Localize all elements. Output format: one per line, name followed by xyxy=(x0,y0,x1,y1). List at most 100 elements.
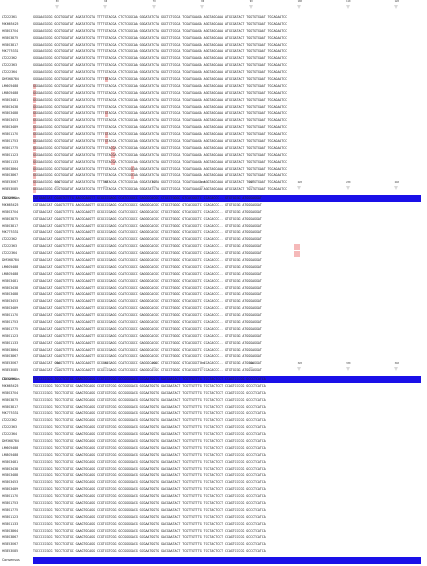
sequence-row: HE803438 GGGAACGCGG GCGTGGATAT AGATATCGTA… xyxy=(0,104,427,111)
sequence-text: CGTGAACCAT CGAGTCTTTG AACGCAAGTT GCGCCCG… xyxy=(33,216,262,221)
sequence-text: GGGAACGCGG GCGTGGATAT AGATATCGTA TTTTGTA… xyxy=(33,139,288,144)
sequence-text: CGTGAACCAT CGAGTCTTTG AACGCAAGTT GCGCCCG… xyxy=(33,333,262,338)
sequence-accession-label: LM805488 xyxy=(2,452,19,457)
sequence-text: CGTGAACCAT CGAGTCTTTG AACGCAAGTT GCGCCCG… xyxy=(33,285,262,290)
sequence-accession-label: HE801123 xyxy=(2,333,19,338)
sequence-text: GGGAACGCGG GCGTGGATAT AGATATCGTA TTTTGTA… xyxy=(33,180,288,185)
sequence-accession-label: HE803875 xyxy=(2,35,19,40)
sequence-accession-label: LM605488 xyxy=(2,83,19,88)
position-ruler: 270 280 290 300 310 320 330 340 xyxy=(0,362,427,376)
sequence-row: HE803453 TGCCCCCGCG TGCCTCGTGC GAAGTGCAGG… xyxy=(0,479,427,486)
sequence-accession-label: HE801170 xyxy=(2,313,19,318)
sequence-accession-label: HE801170 xyxy=(2,132,19,137)
sequence-text: CGTGAACCAT CGAGTCTTTG AACGCAAGTT GCGCCCG… xyxy=(33,278,262,283)
sequence-accession-label: HE803488 xyxy=(2,473,19,478)
consensus-track: Consensus xyxy=(0,556,427,566)
ruler-tick-marker xyxy=(345,5,350,9)
ruler-tick-marker xyxy=(248,367,253,371)
sequence-row: HE803875 CGTGAACCAT CGAGTCTTTG AACGCAAGTT… xyxy=(0,216,427,223)
sequence-row: HE803875 TGCCCCCGCG TGCCTCGTGC GAAGTGCAGG… xyxy=(0,397,427,404)
sequence-row: MK665425 TGCCCCCGCG TGCCTCGTGC GAAGTGCAGG… xyxy=(0,383,427,390)
sequence-row: HE803867 CGTGAACCAT CGAGTCTTTG AACGCAAGTT… xyxy=(0,353,427,360)
sequence-row: HE803817 GGGAACGCGG GCGTGGATAT AGATATCGTA… xyxy=(0,42,427,49)
sequence-row: HE801123 TGCCCCCGCG TGCCTCGTGC GAAGTGCAGG… xyxy=(0,514,427,521)
sequence-row: MK665425 CGTGAACCAT CGAGTCTTTG AACGCAAGTT… xyxy=(0,202,427,209)
sequence-row: HE853085 TGCCCCCGCG TGCCTCGTGC GAAGTGCAGG… xyxy=(0,548,427,555)
sequence-text: CGTGAACCAT CGAGTCTTTG AACGCAAGTT GCGCCCG… xyxy=(33,326,262,331)
ruler-tick-marker xyxy=(103,367,108,371)
sequence-text: TGCCCCCGCG TGCCTCGTGC GAAGTGCAGG CCGTCGT… xyxy=(33,459,266,464)
sequence-accession-label: HE803481 xyxy=(2,97,19,102)
ruler-tick-label: 180 xyxy=(103,181,108,184)
ruler-tick-label: 190 xyxy=(152,181,157,184)
mismatch-highlight xyxy=(33,83,37,90)
sequence-accession-label: HE853067 xyxy=(2,542,19,547)
sequence-row: HE853085 CGTGAACCAT CGAGTCTTTG AACGCAAGTT… xyxy=(0,367,427,374)
mismatch-highlight xyxy=(33,131,37,138)
sequence-text: GGGAACGCGG GCGTGGATAT AGATATCGTA TTTTGTA… xyxy=(33,145,288,150)
sequence-accession-label: HE803453 xyxy=(2,480,19,485)
sequence-text: TGCCCCCGCG TGCCTCGTGC GAAGTGCAGG CCGTCGT… xyxy=(33,473,266,478)
sequence-row: LT222361 CGTGAACCAT CGAGTCTTTG AACGCAAGTT… xyxy=(0,195,427,202)
sequence-row: HE853067 TGCCCCCGCG TGCCTCGTGC GAAGTGCAGG… xyxy=(0,541,427,548)
sequence-text: TGCCCCCGCG TGCCTCGTGC GAAGTGCAGG CCGTCGT… xyxy=(33,466,266,471)
sequence-text: TGCCCCCGCG TGCCTCGTGC GAAGTGCAGG CCGTCGT… xyxy=(33,507,266,512)
sequence-row: HE853067 CGTGAACCAT CGAGTCTTTG AACGCAAGTT… xyxy=(0,360,427,367)
ruler-tick-marker xyxy=(297,186,302,190)
mismatch-highlight xyxy=(33,97,37,104)
sequence-text: GGGAACGCGG GCGTGGATAT AGATATCGTA TTTTGTA… xyxy=(33,56,288,61)
sequence-text: TGCCCCCGCG TGCCTCGTGC GAAGTGCAGG CCGTCGT… xyxy=(33,528,266,533)
sequence-row: HE801123 GGGAACGCGG GCGTGGATAT AGATATCGTA… xyxy=(0,152,427,159)
sequence-text: TGCCCCCGCG TGCCTCGTGC GAAGTGCAGG CCGTCGT… xyxy=(33,480,266,485)
ruler-tick-marker xyxy=(200,5,205,9)
sequence-accession-label: HE803438 xyxy=(2,104,19,109)
sequence-row: LT222363 CGTGAACCAT CGAGTCTTTG AACGCAAGTT… xyxy=(0,243,427,250)
sequence-text: GGGAACGCGG GCGTGGATAT AGATATCGTA TTTTGTA… xyxy=(33,132,288,137)
sequence-row: HE803704 GGGAACGCGG GCGTGGATAT AGATATCGTA… xyxy=(0,28,427,35)
sequence-text: GGGAACGCGG GCGTGGATAT AGATATCGTA TTTTGTA… xyxy=(33,118,288,123)
sequence-row: LT222361 TGCCCCCGCG TGCCTCGTGC GAAGTGCAGG… xyxy=(0,376,427,383)
mismatch-highlight xyxy=(33,138,37,145)
sequence-text: CGTGAACCAT CGAGTCTTTG AACGCAAGTT GCGCCCG… xyxy=(33,258,262,263)
sequence-accession-label: HE803438 xyxy=(2,466,19,471)
ruler-tick-label: 120 xyxy=(394,0,399,3)
sequence-text: CGTGAACCAT CGAGTCTTTG AACGCAAGTT GCGCCCG… xyxy=(33,368,262,373)
mismatch-highlight xyxy=(33,152,37,159)
ruler-tick-marker xyxy=(200,186,205,190)
ruler-tick-label: 170 xyxy=(55,181,60,184)
consensus-label: Consensus xyxy=(2,558,20,563)
ruler-tick-label: 270 xyxy=(55,362,60,365)
sequence-accession-label: MK665425 xyxy=(2,383,19,388)
ruler-tick-marker xyxy=(200,367,205,371)
ruler-tick-label: 220 xyxy=(297,181,302,184)
sequence-accession-label: HE803489 xyxy=(2,487,19,492)
sequence-accession-label: HE803875 xyxy=(2,216,19,221)
consensus-label: Consensus xyxy=(2,377,20,382)
sequence-accession-label: HE801753 xyxy=(2,320,19,325)
sequence-row: HE803704 CGTGAACCAT CGAGTCTTTG AACGCAAGTT… xyxy=(0,209,427,216)
ruler-tick-marker xyxy=(394,5,399,9)
sequence-text: TGCCCCCGCG TGCCTCGTGC GAAGTGCAGG CCGTCGT… xyxy=(33,487,266,492)
sequence-row: HE801170 CGTGAACCAT CGAGTCTTTG AACGCAAGTT… xyxy=(0,312,427,319)
ruler-tick-label: 60 xyxy=(104,0,108,3)
sequence-accession-label: HE803817 xyxy=(2,223,19,228)
sequence-text: CGTGAACCAT CGAGTCTTTG AACGCAAGTT GCGCCCG… xyxy=(33,299,262,304)
mismatch-highlight xyxy=(33,179,37,186)
sequence-accession-label: LT222361 xyxy=(2,196,17,200)
mismatch-highlight xyxy=(33,104,37,110)
sequence-text: GGGAACGCGG GCGTGGATAT AGATATCGTA TTTTGTA… xyxy=(33,166,288,171)
position-ruler: 50 60 70 80 90 100 110 120 xyxy=(0,0,427,14)
ruler-tick-label: 80 xyxy=(201,0,205,3)
consensus-label: Consensus xyxy=(2,196,20,201)
sequence-row: HE803864 CGTGAACCAT CGAGTCTTTG AACGCAAGTT… xyxy=(0,347,427,354)
sequence-row: MK775331 TGCCCCCGCG TGCCTCGTGC GAAGTGCAGG… xyxy=(0,410,427,417)
sequence-text: GGGAACGCGG GCGTGGATAT AGATATCGTA TTTTGTA… xyxy=(33,104,288,109)
sequence-text: TGCCCCCGCG TGCCTCGTGC GAAGTGCAGG CCGTCGT… xyxy=(33,549,266,554)
sequence-accession-label: HE803864 xyxy=(2,347,19,352)
sequence-text: CGTGAACCAT CGAGTCTTTG AACGCAAGTT GCGCCCG… xyxy=(33,244,262,249)
sequence-row: HE853067 GGGAACGCGG GCGTGGATAT AGATATCGTA… xyxy=(0,179,427,186)
ruler-tick-marker xyxy=(394,186,399,190)
ruler-tick-label: 320 xyxy=(297,362,302,365)
ruler-tick-marker xyxy=(248,186,253,190)
